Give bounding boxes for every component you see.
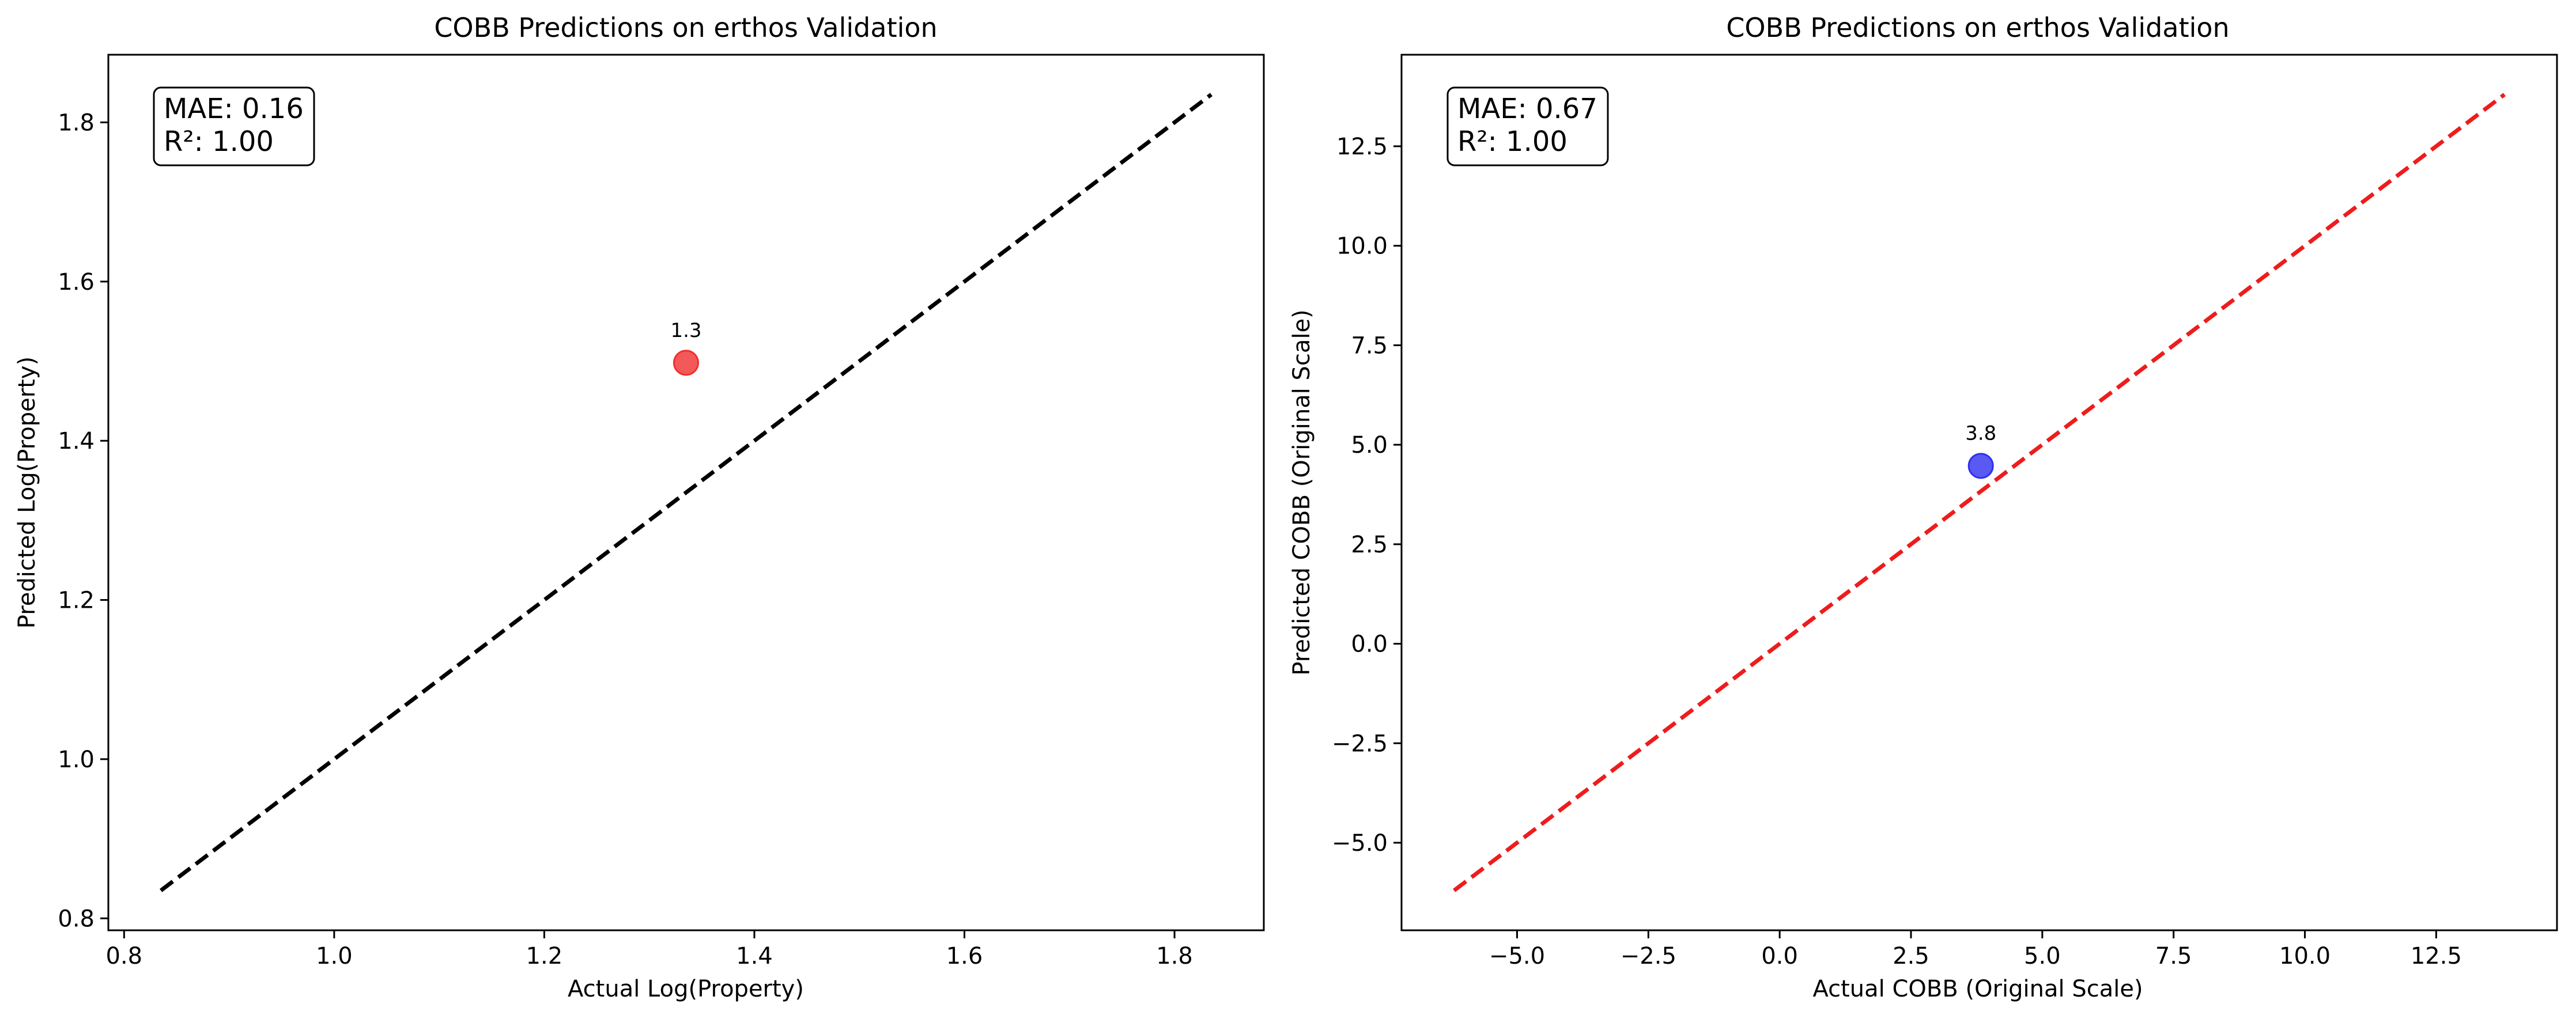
right-y-tick-label: 5.0 [1351,432,1388,459]
right-y-axis-label: Predicted COBB (Original Scale) [1289,309,1315,676]
right-panel: COBB Predictions on erthos Validation 3.… [1289,12,2558,1002]
left-point-label: 1.3 [670,319,701,342]
right-mae-text: MAE: 0.67 [1457,93,1597,125]
left-title: COBB Predictions on erthos Validation [434,12,937,43]
right-x-axis-label: Actual COBB (Original Scale) [1812,976,2143,1002]
right-x-tick-label: 12.5 [2411,943,2462,969]
left-panel: COBB Predictions on erthos Validation 1.… [14,12,1265,1002]
right-y-tick-label: −2.5 [1332,730,1388,757]
left-y-tick-label: 1.6 [58,269,95,296]
left-mae-text: MAE: 0.16 [164,93,304,125]
right-x-tick-label: −2.5 [1621,943,1676,969]
left-x-axis-ticks: 0.8 1.0 1.2 1.4 1.6 1.8 [106,930,1193,969]
left-y-axis-ticks: 0.8 1.0 1.2 1.4 1.6 1.8 [58,109,108,932]
right-reference-line [1453,93,2506,892]
left-marks: 1.3 [160,93,1213,892]
left-y-axis-label: Predicted Log(Property) [14,357,40,628]
right-y-tick-label: 7.5 [1351,332,1388,359]
left-x-tick-label: 1.0 [316,943,353,969]
left-plot-frame [107,54,1265,931]
right-x-tick-label: 10.0 [2279,943,2331,969]
right-y-tick-label: 0.0 [1351,631,1388,658]
right-point-label: 3.8 [1965,422,1996,445]
right-y-tick-label: −5.0 [1332,830,1388,857]
left-y-tick-label: 1.4 [58,428,95,454]
right-scatter-point [1967,453,1994,479]
right-x-tick-label: 5.0 [2024,943,2061,969]
left-y-tick-label: 1.8 [58,109,95,136]
left-x-tick-label: 0.8 [106,943,143,969]
left-y-tick-label: 1.2 [58,588,95,614]
left-x-tick-label: 1.2 [526,943,563,969]
left-y-tick-label: 1.0 [58,747,95,773]
right-plot-frame [1400,54,2558,931]
right-marks: 3.8 [1453,93,2506,892]
right-x-tick-label: 2.5 [1893,943,1929,969]
left-x-tick-label: 1.8 [1156,943,1193,969]
right-x-axis-ticks: −5.0 −2.5 0.0 2.5 5.0 7.5 10.0 12.5 [1489,930,2462,969]
right-y-tick-label: 12.5 [1336,134,1388,160]
right-title: COBB Predictions on erthos Validation [1726,12,2229,43]
right-x-tick-label: −5.0 [1489,943,1545,969]
left-stats-box: MAE: 0.16 R²: 1.00 [153,86,315,166]
left-x-axis-label: Actual Log(Property) [568,976,804,1002]
left-scatter-point [673,350,699,376]
left-x-tick-label: 1.4 [736,943,773,969]
right-x-tick-label: 0.0 [1761,943,1798,969]
left-r2-text: R²: 1.00 [164,126,274,158]
right-r2-text: R²: 1.00 [1457,126,1567,158]
left-x-tick-label: 1.6 [946,943,983,969]
left-y-tick-label: 0.8 [58,906,95,932]
left-reference-line [160,93,1213,892]
right-x-tick-label: 7.5 [2155,943,2192,969]
right-y-tick-label: 2.5 [1351,532,1388,558]
right-stats-box: MAE: 0.67 R²: 1.00 [1446,86,1609,166]
right-y-axis-ticks: −5.0 −2.5 0.0 2.5 5.0 7.5 10.0 12.5 [1332,134,1402,857]
right-y-tick-label: 10.0 [1336,233,1388,260]
